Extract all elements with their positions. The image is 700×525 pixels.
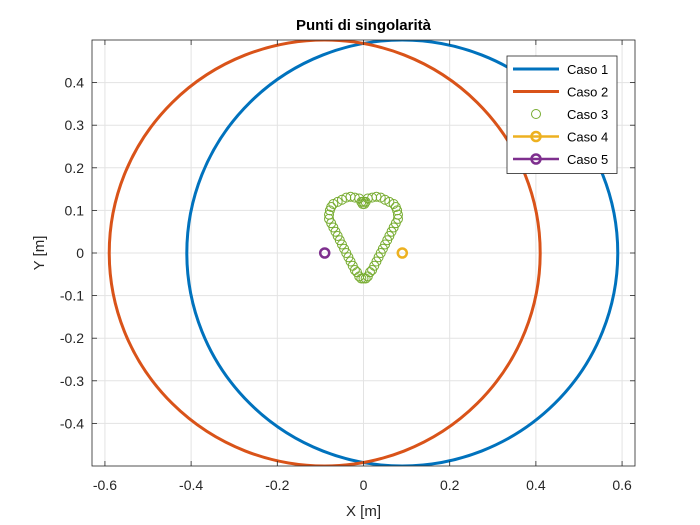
y-tick-label: 0 xyxy=(76,245,84,261)
series-caso-1-curve xyxy=(185,40,620,466)
y-tick-label: 0.4 xyxy=(65,75,85,91)
tick-labels: -0.6 -0.4 -0.2 0 0.2 0.4 0.6 -0.4 -0.3 -0.2 -0.1 0 0… xyxy=(60,75,632,493)
y-tick-label: 0.3 xyxy=(65,117,85,133)
legend-marker-caso-5 xyxy=(530,153,542,165)
legend-label-caso-4: Caso 4 xyxy=(567,130,608,145)
series-caso-3-point xyxy=(390,201,401,212)
series-caso-4-point xyxy=(396,247,409,259)
x-tick-label: 0.6 xyxy=(612,477,632,493)
axes-box xyxy=(91,39,636,467)
legend-label-caso-3: Caso 3 xyxy=(567,107,608,122)
y-tick-label: -0.3 xyxy=(60,373,84,389)
x-tick-label: -0.4 xyxy=(179,477,203,493)
plot-area xyxy=(107,40,620,466)
y-tick-label: -0.2 xyxy=(60,330,84,346)
x-tick-label: -0.2 xyxy=(265,477,289,493)
series-caso-3-point xyxy=(358,196,369,207)
y-tick-label: -0.4 xyxy=(60,415,84,431)
legend-swatch-caso-3 xyxy=(531,109,541,119)
series-caso-3-point xyxy=(326,201,337,212)
y-tick-label: 0.1 xyxy=(65,202,85,218)
legend-box xyxy=(506,55,618,174)
x-axis-label: X [m] xyxy=(346,503,381,520)
legend: Caso 1 Caso 2 Caso 3 Caso 4 Caso 5 xyxy=(506,55,618,174)
y-tick-label: -0.1 xyxy=(60,288,84,304)
x-tick-label: 0.4 xyxy=(526,477,546,493)
series-caso-3-point xyxy=(324,209,335,220)
legend-marker-caso-4 xyxy=(530,130,542,143)
x-tick-label: -0.6 xyxy=(93,477,117,493)
y-axis-label: Y [m] xyxy=(31,236,48,271)
series-caso-3-point xyxy=(392,209,403,220)
chart-title: Punti di singolarità xyxy=(296,17,432,34)
legend-label-caso-5: Caso 5 xyxy=(567,152,608,167)
series-caso-5-point xyxy=(318,247,331,259)
x-tick-label: 0 xyxy=(360,477,368,493)
legend-label-caso-1: Caso 1 xyxy=(567,62,608,77)
x-tick-label: 0.2 xyxy=(440,477,460,493)
series-caso-2-curve xyxy=(107,40,542,466)
y-tick-label: 0.2 xyxy=(65,160,85,176)
legend-label-caso-2: Caso 2 xyxy=(567,85,608,100)
